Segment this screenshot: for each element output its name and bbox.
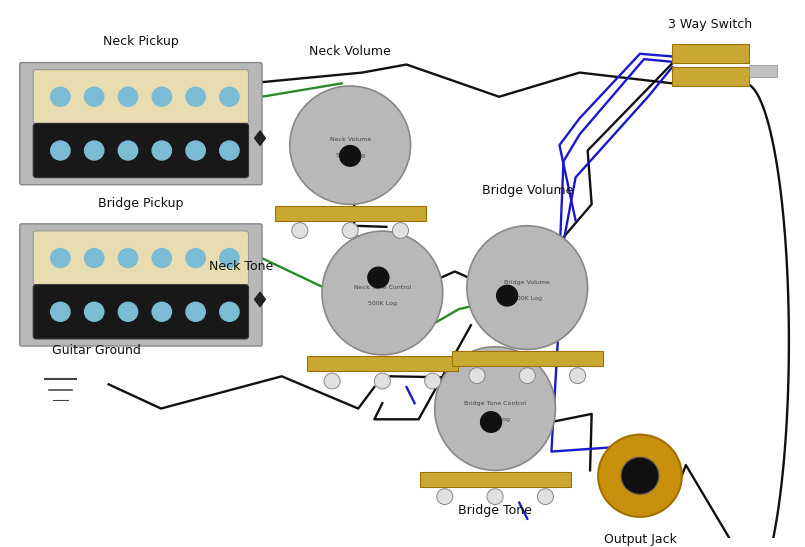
Text: 3 Way Switch: 3 Way Switch [668,18,753,31]
Text: 500K Log: 500K Log [368,301,397,306]
Polygon shape [254,131,266,146]
FancyBboxPatch shape [20,224,262,346]
Circle shape [519,368,535,383]
Circle shape [51,88,70,106]
Circle shape [51,248,70,267]
Circle shape [324,373,341,389]
Text: Bridge Volume: Bridge Volume [505,280,550,285]
Text: 500K Log: 500K Log [481,417,510,422]
Circle shape [118,141,138,160]
FancyBboxPatch shape [419,472,571,487]
Circle shape [469,368,485,383]
Circle shape [342,223,358,238]
Circle shape [85,302,104,321]
Circle shape [85,88,104,106]
Text: Guitar Ground: Guitar Ground [52,345,141,358]
Circle shape [374,373,390,389]
Circle shape [291,223,308,238]
Text: Output Jack: Output Jack [604,533,676,546]
FancyBboxPatch shape [672,67,749,86]
Ellipse shape [322,231,443,355]
Circle shape [186,88,205,106]
Polygon shape [254,292,266,307]
Ellipse shape [467,226,588,350]
Circle shape [393,223,409,238]
Circle shape [598,435,682,517]
Circle shape [340,146,361,166]
Circle shape [152,248,171,267]
FancyBboxPatch shape [452,351,603,366]
Circle shape [118,302,138,321]
Circle shape [570,368,585,383]
Circle shape [437,488,453,504]
Text: Bridge Pickup: Bridge Pickup [98,197,184,210]
Text: Bridge Tone: Bridge Tone [458,504,532,517]
Text: 500K Log: 500K Log [513,296,542,301]
FancyBboxPatch shape [672,44,749,63]
FancyBboxPatch shape [33,284,249,339]
Ellipse shape [290,86,411,204]
Circle shape [186,302,205,321]
Circle shape [152,141,171,160]
Text: Neck Volume: Neck Volume [309,44,391,57]
Circle shape [538,488,554,504]
Circle shape [481,412,502,432]
Circle shape [51,141,70,160]
Text: 500K Log: 500K Log [336,153,365,159]
FancyBboxPatch shape [749,65,777,77]
Text: Neck Tone: Neck Tone [209,260,274,272]
Circle shape [220,141,239,160]
Circle shape [51,302,70,321]
Circle shape [220,302,239,321]
Circle shape [487,488,503,504]
Text: Neck Tone Control: Neck Tone Control [353,285,411,290]
Circle shape [425,373,441,389]
Circle shape [497,286,518,306]
Circle shape [118,248,138,267]
Circle shape [186,248,205,267]
Circle shape [220,248,239,267]
FancyBboxPatch shape [33,231,249,285]
Circle shape [118,88,138,106]
Circle shape [85,248,104,267]
Circle shape [186,141,205,160]
Circle shape [152,88,171,106]
FancyBboxPatch shape [307,356,458,371]
FancyBboxPatch shape [33,69,249,124]
Circle shape [85,141,104,160]
Text: Bridge Tone Control: Bridge Tone Control [464,400,526,406]
Text: Bridge Volume: Bridge Volume [481,184,573,197]
FancyBboxPatch shape [275,206,426,221]
Circle shape [621,457,658,494]
Circle shape [220,88,239,106]
Circle shape [152,302,171,321]
Ellipse shape [435,347,555,470]
FancyBboxPatch shape [20,62,262,185]
Text: Neck Volume: Neck Volume [329,137,371,142]
Text: Neck Pickup: Neck Pickup [103,36,179,48]
Circle shape [368,267,389,288]
FancyBboxPatch shape [33,124,249,178]
